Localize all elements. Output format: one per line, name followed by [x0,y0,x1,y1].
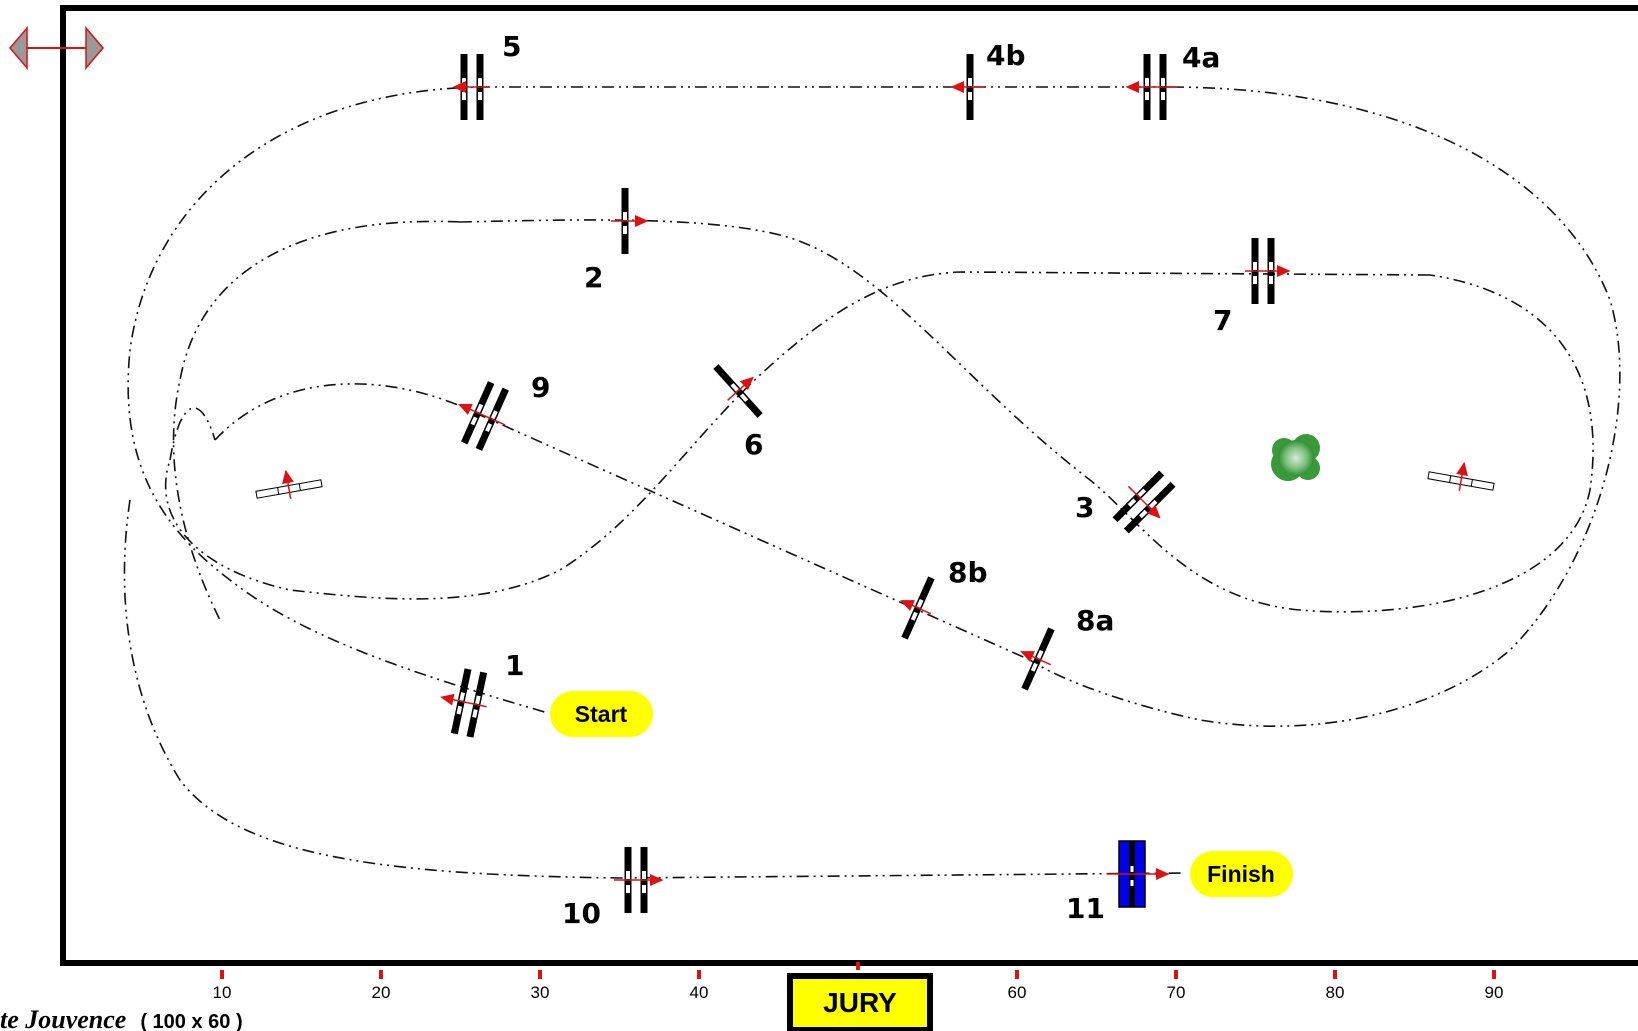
label-3: 3 [1075,491,1094,524]
label-11: 11 [1066,892,1105,925]
ground-pole-right [1427,461,1495,491]
obstacle-5 [452,54,490,120]
tick-label: 40 [690,983,709,1002]
obstacle-8a [1020,627,1055,691]
label-9: 9 [531,371,550,404]
ground-pole-left [255,469,323,499]
tick-mark [538,970,542,979]
obstacle-11 [1107,840,1170,908]
obstacle-1 [440,665,494,739]
jury-label: JURY [823,987,897,1018]
tick-label: 70 [1167,983,1186,1002]
tick-mark [379,970,383,979]
obstacle-9 [458,374,519,455]
obstacle-2 [611,188,649,254]
label-5: 5 [502,30,521,63]
tick-label: 30 [531,983,550,1002]
label-8b: 8b [948,556,988,589]
label-6: 6 [744,428,763,461]
obstacle-6 [713,364,763,418]
tick-mark [1333,970,1337,979]
tick-label: 10 [213,983,232,1002]
start-badge: Start [550,691,653,737]
tick-mark [1492,970,1496,979]
label-2: 2 [584,261,603,294]
tick-mark [697,970,701,979]
obstacle-4b [950,54,984,120]
tick-mark [1174,970,1178,979]
tick-label: 90 [1485,983,1504,1002]
axis-ticks: 10 20 30 40 60 70 80 90 [213,962,1504,1002]
label-10: 10 [562,897,601,930]
finish-badge: Finish [1190,851,1293,897]
tick-label: 80 [1326,983,1345,1002]
finish-label: Finish [1207,861,1275,887]
tick-mark [1015,970,1019,979]
tree-icon [1271,434,1320,481]
arena-caption: te Jouvence ( 100 x 60 ) [0,1005,243,1031]
arena-border [60,5,1638,966]
obstacle-8b [900,576,935,640]
double-arrow-icon [9,25,104,71]
label-1: 1 [505,649,524,682]
tick-mark-center [856,962,860,970]
jury-box: JURY [787,973,933,1031]
caption-title: te Jouvence [0,1005,126,1031]
label-7: 7 [1213,304,1232,337]
tick-mark [220,970,224,979]
obstacle-7 [1245,238,1291,304]
obstacle-10 [614,847,664,913]
label-8a: 8a [1076,604,1114,637]
label-4a: 4a [1182,41,1220,74]
course-path [123,86,1621,879]
label-4b: 4b [986,39,1026,72]
obstacle-4a [1125,54,1177,120]
tick-label: 60 [1008,983,1027,1002]
tick-label: 20 [372,983,391,1002]
start-label: Start [575,701,628,727]
obstacle-3 [1105,463,1183,541]
caption-dimensions: ( 100 x 60 ) [140,1011,242,1031]
